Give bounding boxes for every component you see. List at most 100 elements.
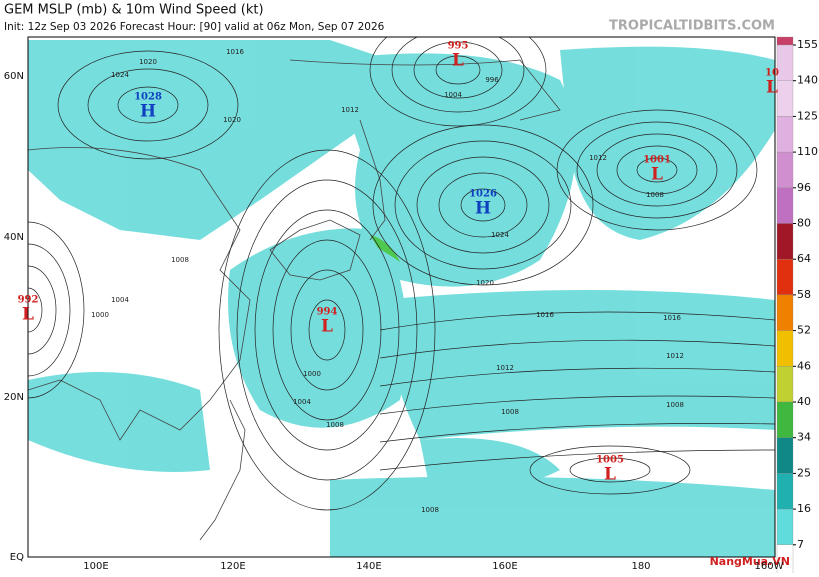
- wind-area: [28, 372, 210, 472]
- isobar: [394, 140, 572, 270]
- lon-label: 160W: [755, 561, 784, 572]
- center-pressure: 10: [765, 68, 779, 79]
- colorbar-label: 80: [797, 217, 811, 230]
- colorbar-label: 140: [797, 74, 818, 87]
- isobar: [379, 395, 775, 415]
- isobar: [87, 68, 209, 142]
- coastline: [199, 399, 246, 541]
- isobar: [596, 133, 718, 207]
- wind-area: [420, 438, 560, 493]
- isobar: [616, 145, 698, 195]
- isobar: [413, 41, 503, 99]
- center-pressure: 1005: [596, 455, 624, 466]
- isobar: [391, 37, 525, 113]
- colorbar-segment: [776, 294, 794, 331]
- lat-label: 20N: [4, 392, 24, 403]
- watermark: NangMua.VN: [710, 555, 790, 568]
- colorbar-segment: [776, 151, 794, 188]
- coastline: [359, 119, 386, 241]
- isobar: [529, 445, 691, 495]
- center-letter: L: [452, 51, 464, 71]
- isobar: [254, 209, 400, 451]
- isobar-label: 1016: [536, 311, 554, 319]
- isobar-label: 1012: [496, 364, 514, 372]
- isobar-label: 1008: [326, 421, 344, 429]
- colorbar-segment: [776, 36, 794, 46]
- map-subtitle: Init: 12z Sep 03 2026 Forecast Hour: [90…: [4, 21, 385, 33]
- colorbar-label: 40: [797, 395, 811, 408]
- colorbar-label: 34: [797, 431, 811, 444]
- colorbar-label: 64: [797, 252, 811, 265]
- isobar: [28, 221, 85, 399]
- center-letter: L: [321, 317, 333, 337]
- isobar: [28, 265, 57, 355]
- isobar-label: 1008: [501, 408, 519, 416]
- isobar-label: 1000: [91, 311, 109, 319]
- isobar: [416, 156, 550, 254]
- isobars: [28, 37, 775, 511]
- center-letter: L: [766, 78, 778, 98]
- isobar-label: 1024: [111, 71, 129, 79]
- isobar-label: 1012: [341, 106, 359, 114]
- isobar: [236, 179, 418, 481]
- colorbar-segment: [776, 473, 794, 510]
- isobar: [556, 109, 758, 231]
- isobar: [290, 269, 364, 391]
- isobar: [569, 457, 651, 483]
- center-pressure: 992: [18, 295, 39, 306]
- center-letter: L: [604, 465, 616, 485]
- center-pressure: 995: [448, 41, 469, 52]
- plot-frame: [27, 36, 776, 558]
- isobar-label: 1020: [139, 58, 157, 66]
- isobar-label: 1020: [476, 279, 494, 287]
- isobar-label: 1012: [589, 154, 607, 162]
- isobar-label: 1016: [663, 314, 681, 322]
- colorbar-label: 7: [797, 538, 804, 551]
- isobar: [435, 55, 481, 85]
- isobar-label: 1000: [303, 370, 321, 378]
- isobar: [218, 149, 436, 511]
- isobar: [438, 172, 528, 238]
- lon-label: 180: [631, 561, 650, 572]
- isobar-label: 1004: [444, 91, 462, 99]
- colorbar-label: 125: [797, 109, 818, 122]
- colorbar-segment: [776, 330, 794, 367]
- coastline: [269, 219, 361, 281]
- colorbar-label: 16: [797, 502, 811, 515]
- lon-label: 160E: [492, 561, 517, 572]
- isobar-label: 1024: [491, 231, 509, 239]
- colorbar-segment: [776, 44, 794, 81]
- isobar: [636, 157, 678, 183]
- isobar-label: 996: [485, 76, 499, 84]
- isobar: [117, 86, 179, 124]
- wind-area: [330, 53, 576, 287]
- colorbar-segment: [776, 508, 794, 545]
- center-pressure: 994: [317, 307, 338, 318]
- colorbar-segment: [776, 80, 794, 117]
- colorbar-label: 96: [797, 181, 811, 194]
- lat-label: EQ: [10, 552, 24, 563]
- source: TROPICALTIDBITS.COM: [609, 19, 775, 34]
- colorbar-segment: [776, 223, 794, 260]
- colorbar-segment: [776, 187, 794, 224]
- isobar-label: 1004: [293, 398, 311, 406]
- colorbar-segment: [776, 116, 794, 153]
- isobar: [379, 311, 775, 331]
- wind-area: [330, 476, 775, 557]
- colorbar-segment: [776, 437, 794, 474]
- lon-label: 100E: [83, 561, 108, 572]
- isobar-label: 1008: [666, 401, 684, 409]
- isobar: [460, 188, 506, 222]
- isobar: [379, 423, 775, 443]
- isobar: [379, 339, 775, 359]
- center-letter: L: [22, 305, 34, 325]
- coastline: [28, 147, 251, 441]
- wind-area: [228, 228, 407, 428]
- lon-label: 140E: [356, 561, 381, 572]
- colorbar-label: 25: [797, 466, 811, 479]
- colorbar-label: 110: [797, 145, 818, 158]
- colorbar-label: 58: [797, 288, 811, 301]
- isobar-label: 1016: [226, 48, 244, 56]
- isobar-label: 1020: [223, 116, 241, 124]
